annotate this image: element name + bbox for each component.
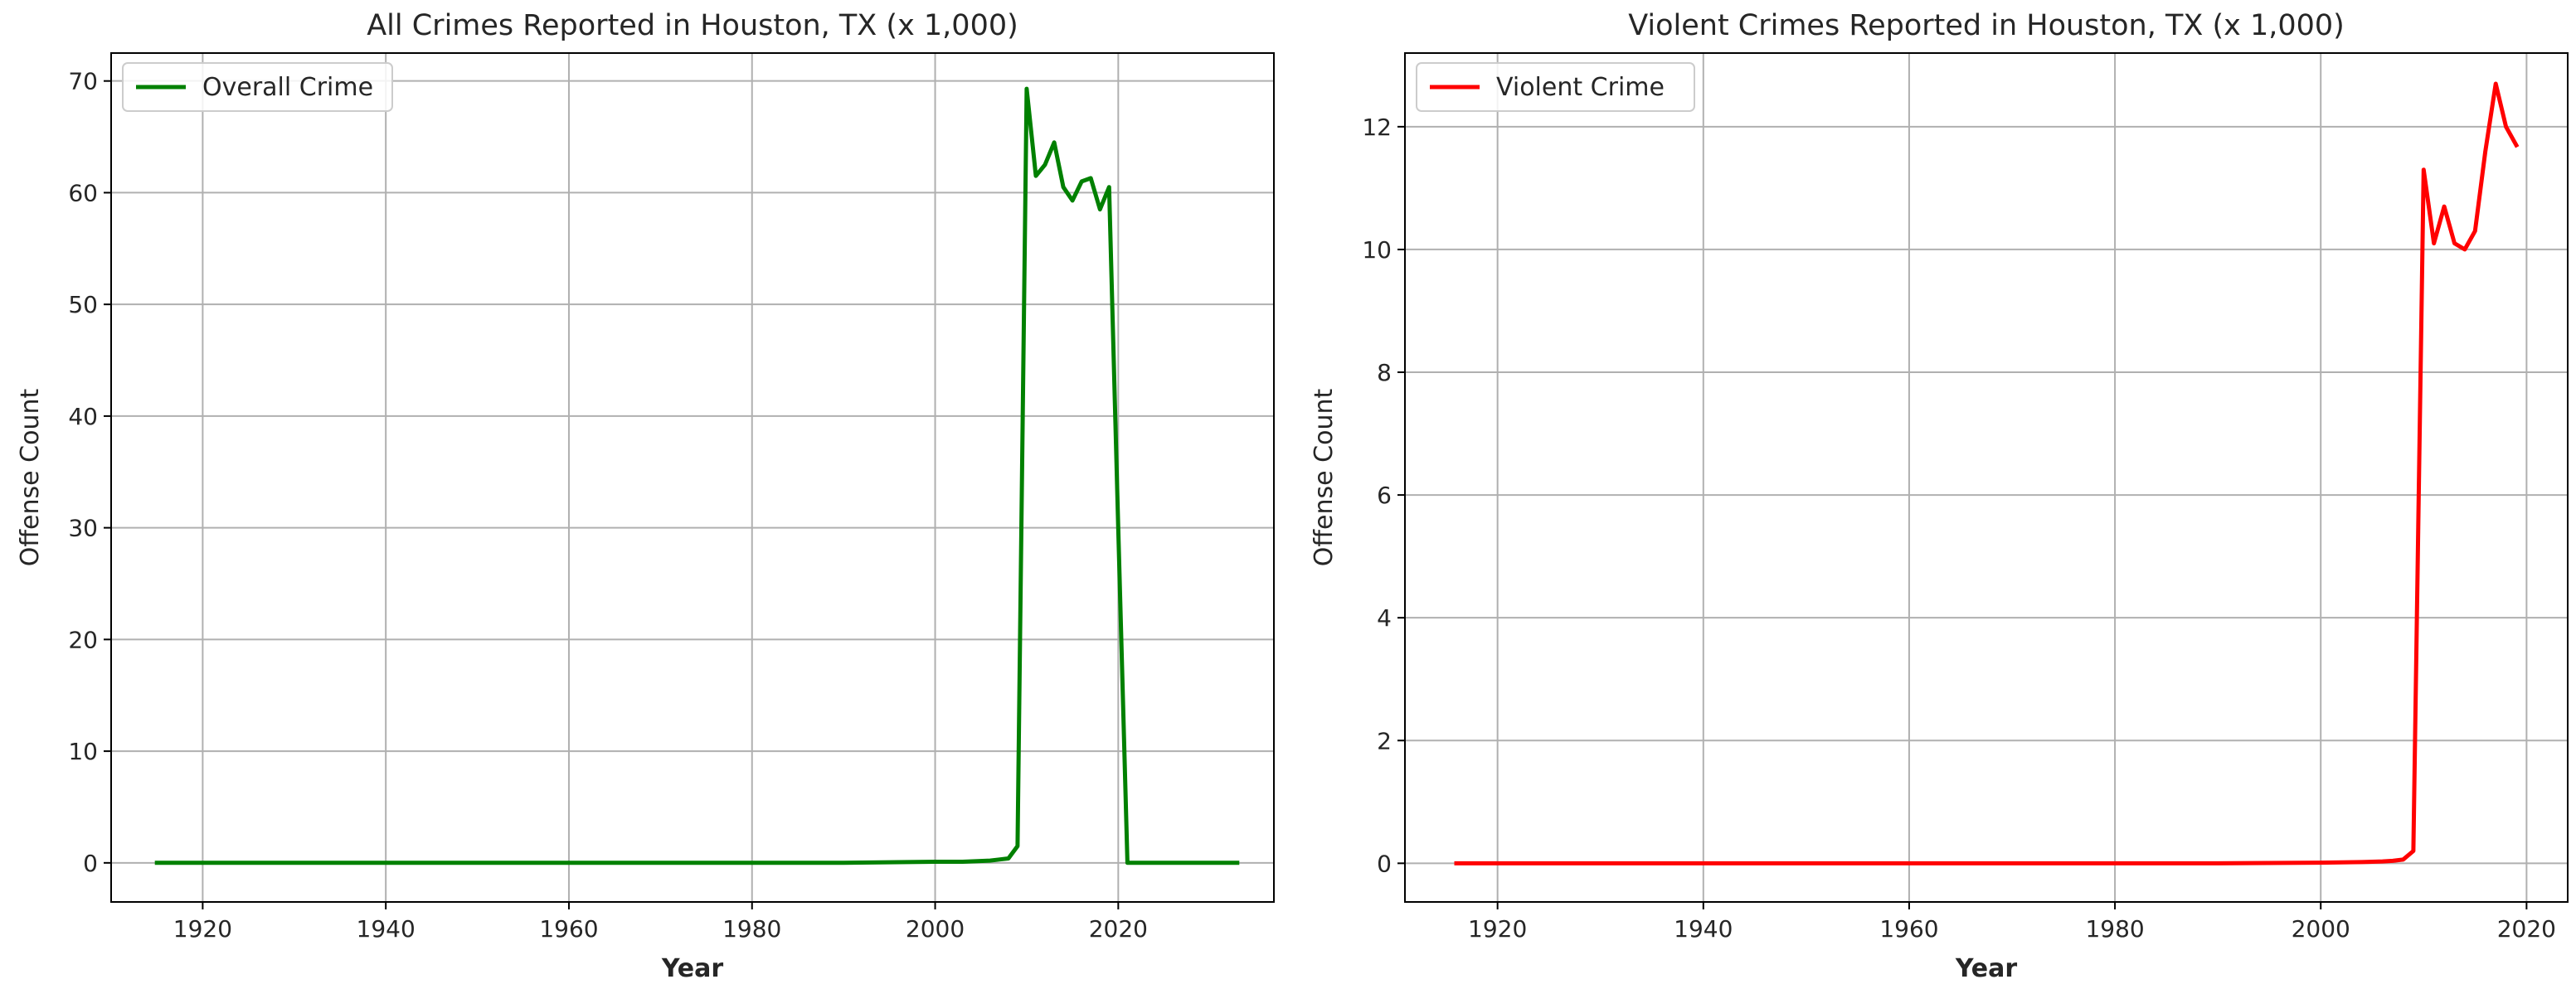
x-tick-label: 2000 [2292, 915, 2350, 943]
plot-area [111, 53, 1274, 902]
x-tick-label: 2000 [906, 915, 965, 943]
y-tick-label: 50 [68, 291, 98, 318]
axes-frame [110, 52, 1275, 903]
axes-frame [1404, 52, 2569, 903]
legend: Violent Crime [1416, 62, 1695, 112]
legend-box [1416, 62, 1695, 112]
chart-violent-crime: 1920 1940 1960 1980 2000 2020 0 2 4 6 8 10 12 Violent… [1310, 9, 2569, 983]
y-tick-label: 2 [1377, 727, 1392, 754]
y-tick-label: 30 [68, 515, 98, 542]
y-axis-label: Offense Count [1310, 389, 1339, 567]
y-tick-label: 4 [1377, 604, 1392, 632]
y-tick-label: 60 [68, 179, 98, 206]
x-tick-label: 1940 [357, 915, 416, 943]
x-tick-label: 1920 [173, 915, 232, 943]
x-axis-label: Year [1955, 954, 2018, 983]
series-line-0 [1454, 81, 2520, 865]
x-tick-label: 1980 [2085, 915, 2144, 943]
legend: Overall Crime [122, 62, 393, 112]
y-tick-label: 0 [83, 850, 98, 877]
y-tick-label: 0 [1377, 850, 1392, 877]
y-tick-label: 8 [1377, 359, 1392, 386]
x-tick-label: 1960 [539, 915, 598, 943]
legend-label: Violent Crime [1496, 73, 1665, 102]
y-tick-label: 10 [68, 738, 98, 765]
y-tick-label: 70 [68, 68, 98, 95]
chart-title: All Crimes Reported in Houston, TX (x 1,… [367, 9, 1018, 42]
x-tick-label: 1960 [1879, 915, 1938, 943]
y-tick-label: 6 [1377, 482, 1392, 509]
legend-label: Overall Crime [202, 73, 373, 102]
chart-title: Violent Crimes Reported in Houston, TX (… [1628, 9, 2345, 42]
x-tick-label: 2020 [2497, 915, 2556, 943]
plot-area [1405, 53, 2568, 902]
x-tick-label: 2020 [1089, 915, 1148, 943]
x-tick-label: 1920 [1468, 915, 1527, 943]
x-tick-label: 1980 [722, 915, 781, 943]
x-axis-label: Year [661, 954, 724, 983]
series-line-0 [154, 86, 1240, 865]
y-tick-label: 10 [1362, 236, 1392, 264]
y-tick-label: 12 [1362, 114, 1392, 141]
y-tick-label: 40 [68, 403, 98, 430]
chart-overall-crime: 1920 1940 1960 1980 2000 2020 0 10 20 30 40 50 60 70 A… [16, 9, 1275, 983]
legend-box [122, 62, 393, 112]
y-tick-label: 20 [68, 626, 98, 653]
x-tick-label: 1940 [1674, 915, 1733, 943]
y-axis-label: Offense Count [16, 389, 45, 567]
